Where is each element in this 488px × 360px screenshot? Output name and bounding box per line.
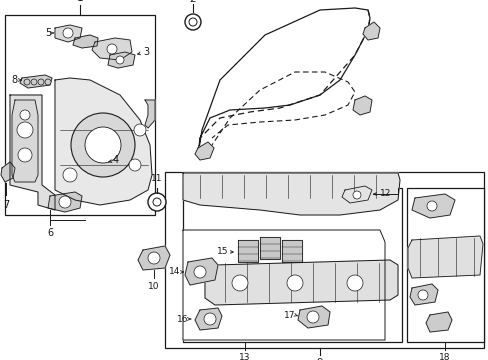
- Circle shape: [85, 127, 121, 163]
- Circle shape: [20, 110, 30, 120]
- Polygon shape: [20, 75, 52, 88]
- Circle shape: [63, 28, 73, 38]
- Circle shape: [346, 275, 362, 291]
- Polygon shape: [238, 240, 258, 262]
- Polygon shape: [409, 284, 437, 305]
- Text: 12: 12: [379, 189, 390, 198]
- Circle shape: [63, 168, 77, 182]
- Polygon shape: [48, 192, 82, 212]
- Polygon shape: [183, 173, 399, 215]
- Polygon shape: [341, 186, 371, 203]
- Circle shape: [148, 193, 165, 211]
- Bar: [406, 188, 483, 342]
- Circle shape: [417, 290, 427, 300]
- Circle shape: [31, 79, 37, 85]
- Polygon shape: [12, 100, 38, 182]
- Circle shape: [107, 44, 117, 54]
- Circle shape: [184, 14, 201, 30]
- Circle shape: [203, 313, 216, 325]
- Text: 10: 10: [148, 282, 160, 291]
- Circle shape: [352, 191, 360, 199]
- Text: 16: 16: [176, 315, 187, 324]
- Circle shape: [45, 79, 51, 85]
- Text: 14: 14: [168, 267, 180, 276]
- Polygon shape: [411, 194, 454, 218]
- Circle shape: [286, 275, 303, 291]
- Text: 11: 11: [151, 174, 163, 183]
- Polygon shape: [92, 38, 132, 60]
- Polygon shape: [260, 237, 280, 259]
- Circle shape: [426, 201, 436, 211]
- Circle shape: [306, 311, 318, 323]
- Polygon shape: [195, 308, 222, 330]
- Text: 8: 8: [11, 75, 17, 85]
- Circle shape: [38, 79, 44, 85]
- Text: 3: 3: [142, 47, 149, 57]
- Polygon shape: [108, 52, 135, 68]
- Polygon shape: [282, 240, 302, 262]
- Text: 5: 5: [45, 28, 51, 38]
- Text: 15: 15: [216, 248, 227, 256]
- Polygon shape: [145, 100, 155, 128]
- Polygon shape: [55, 78, 152, 205]
- Polygon shape: [297, 306, 329, 328]
- Polygon shape: [352, 96, 371, 115]
- Circle shape: [24, 79, 30, 85]
- Circle shape: [59, 196, 71, 208]
- Bar: [5, 15, 155, 215]
- Polygon shape: [195, 142, 214, 160]
- Bar: [183, 188, 401, 342]
- Circle shape: [134, 124, 146, 136]
- Circle shape: [231, 275, 247, 291]
- Text: 7: 7: [3, 200, 9, 210]
- Polygon shape: [10, 95, 55, 210]
- Text: 2: 2: [189, 0, 196, 4]
- Circle shape: [153, 198, 161, 206]
- Bar: [164, 172, 483, 348]
- Circle shape: [194, 266, 205, 278]
- Polygon shape: [55, 25, 82, 42]
- Polygon shape: [362, 22, 379, 40]
- Polygon shape: [204, 260, 397, 305]
- Circle shape: [17, 122, 33, 138]
- Text: 17: 17: [283, 311, 294, 320]
- Polygon shape: [425, 312, 451, 332]
- Text: 13: 13: [239, 353, 250, 360]
- Polygon shape: [184, 258, 218, 285]
- Circle shape: [189, 18, 197, 26]
- Polygon shape: [73, 35, 98, 48]
- Circle shape: [116, 56, 124, 64]
- Text: 18: 18: [438, 353, 450, 360]
- Circle shape: [148, 252, 160, 264]
- Circle shape: [71, 113, 135, 177]
- Text: 6: 6: [47, 228, 53, 238]
- Circle shape: [18, 148, 32, 162]
- Polygon shape: [1, 162, 15, 182]
- Polygon shape: [183, 230, 384, 340]
- Text: 9: 9: [316, 358, 323, 360]
- Polygon shape: [138, 246, 170, 270]
- Text: 1: 1: [77, 0, 83, 3]
- Circle shape: [129, 159, 141, 171]
- Text: 4: 4: [113, 155, 119, 165]
- Polygon shape: [407, 236, 482, 278]
